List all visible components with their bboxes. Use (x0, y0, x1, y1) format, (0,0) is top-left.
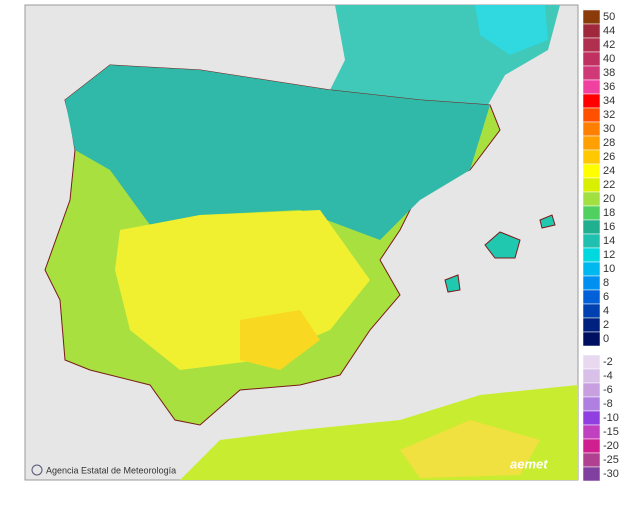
legend-label: 28 (603, 137, 615, 149)
legend-swatch (582, 37, 601, 53)
legend-label: -25 (603, 454, 619, 466)
legend-label: 44 (603, 25, 615, 37)
legend-swatch (582, 466, 601, 482)
legend-swatch (582, 247, 601, 263)
mallorca (484, 231, 521, 259)
menorca (539, 214, 556, 229)
legend-swatch (582, 354, 601, 370)
africa-warm (400, 420, 540, 478)
legend-label: 8 (603, 277, 609, 289)
legend-label: 2 (603, 319, 609, 331)
south-hot-zone (240, 310, 320, 370)
legend-label: 4 (603, 305, 609, 317)
ibiza (444, 274, 461, 293)
legend-swatch (582, 410, 601, 426)
legend-label: 38 (603, 67, 615, 79)
legend-label: 32 (603, 109, 615, 121)
legend-label: -30 (603, 468, 619, 480)
legend-label: -15 (603, 426, 619, 438)
legend-swatch (582, 65, 601, 81)
credit: Agencia Estatal de Meteorología (46, 465, 176, 475)
credit-icon (31, 464, 43, 476)
legend-label: -20 (603, 440, 619, 452)
legend-label: -6 (603, 384, 613, 396)
legend-swatch (582, 382, 601, 398)
legend-label: 24 (603, 165, 615, 177)
legend-label: 42 (603, 39, 615, 51)
legend-swatch (582, 275, 601, 291)
legend-swatch (582, 135, 601, 151)
france-highland (475, 5, 548, 55)
legend-label: 36 (603, 81, 615, 93)
legend-label: -4 (603, 370, 613, 382)
legend-swatch (582, 233, 601, 249)
logo: aemet (510, 456, 548, 471)
legend-swatch (582, 303, 601, 319)
legend-swatch (582, 452, 601, 468)
legend-label: 18 (603, 207, 615, 219)
legend-swatch (582, 317, 601, 333)
legend-label: 10 (603, 263, 615, 275)
legend-swatch (582, 51, 601, 67)
legend-label: -10 (603, 412, 619, 424)
legend-swatch (582, 177, 601, 193)
legend-swatch (582, 331, 601, 347)
legend-swatch (582, 121, 601, 137)
legend-label: 26 (603, 151, 615, 163)
legend-swatch (582, 289, 601, 305)
legend-label: 50 (603, 11, 615, 23)
legend-swatch (582, 438, 601, 454)
legend-swatch (582, 261, 601, 277)
legend-label: 0 (603, 333, 609, 345)
legend-swatch (582, 163, 601, 179)
legend-label: 16 (603, 221, 615, 233)
legend-label: 30 (603, 123, 615, 135)
legend-swatch (582, 191, 601, 207)
legend-swatch (582, 219, 601, 235)
legend-swatch (582, 9, 601, 25)
legend-swatch (582, 93, 601, 109)
legend-label: 22 (603, 179, 615, 191)
legend-label: 14 (603, 235, 615, 247)
legend-label: 6 (603, 291, 609, 303)
legend-swatch (582, 205, 601, 221)
legend-swatch (582, 107, 601, 123)
legend-swatch (582, 424, 601, 440)
legend-label: -8 (603, 398, 613, 410)
legend-label: 20 (603, 193, 615, 205)
legend-label: 34 (603, 95, 615, 107)
legend-swatch (582, 79, 601, 95)
north-cool-zone (65, 65, 490, 240)
legend-swatch (582, 149, 601, 165)
legend-label: 40 (603, 53, 615, 65)
legend-swatch (582, 23, 601, 39)
legend-swatch (582, 396, 601, 412)
legend-label: -2 (603, 356, 613, 368)
legend-swatch (582, 368, 601, 384)
legend-label: 12 (603, 249, 615, 261)
